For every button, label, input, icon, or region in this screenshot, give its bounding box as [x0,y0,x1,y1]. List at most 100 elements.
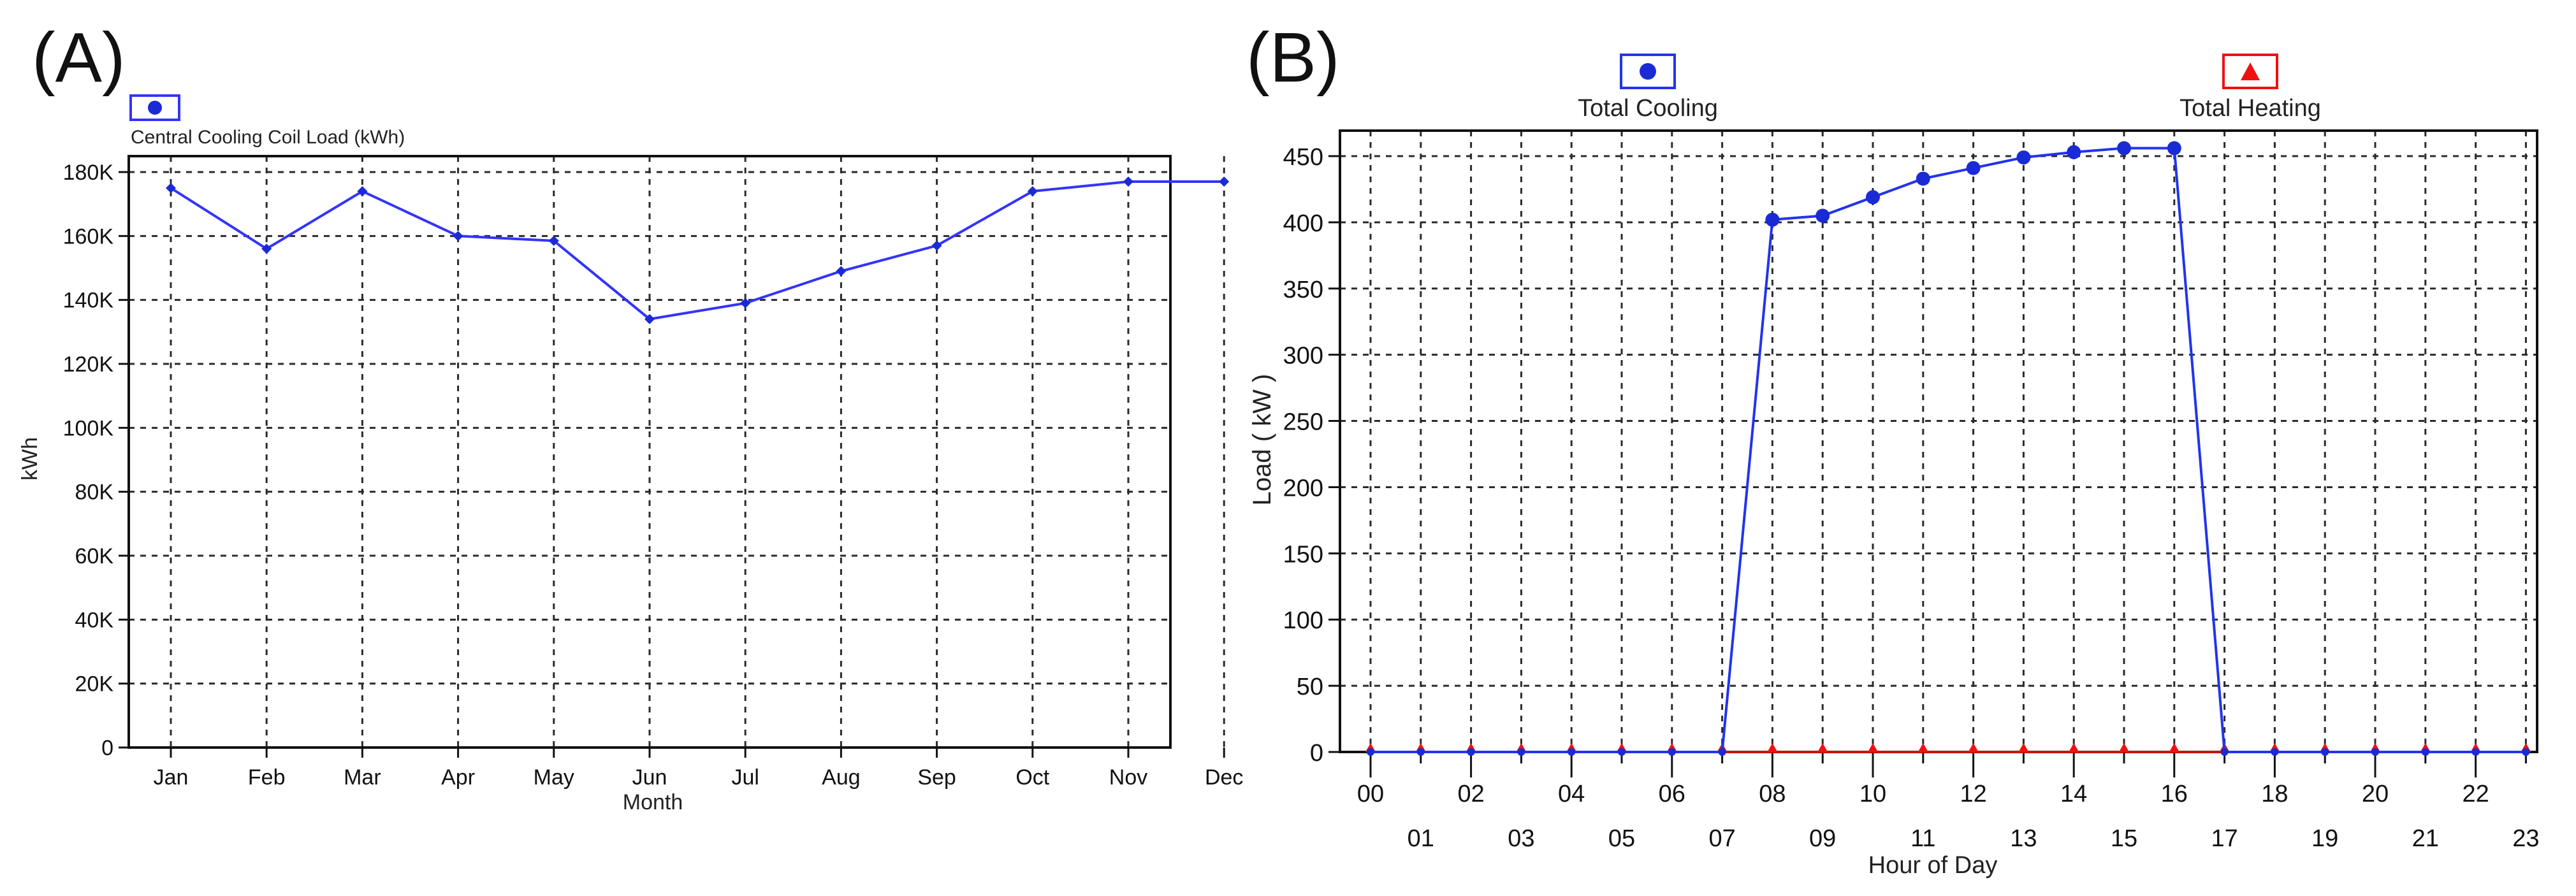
panel-b-legend-heating: Total Heating [2179,54,2321,122]
chart-b-heating-point [1767,743,1778,752]
chart-b-y-tick-label: 300 [1283,343,1323,370]
chart-b-cooling-point [2067,145,2081,159]
legend-label-total-cooling: Total Cooling [1578,95,1718,122]
chart-b-x-tick-label: 19 [2311,825,2338,852]
chart-b-cooling-point [1618,748,1626,756]
chart-a-y-tick-label: 120K [63,352,114,377]
chart-b-heating-point [1917,743,1928,752]
chart-a-plot-frame [127,155,1172,749]
chart-b-heating-point [2069,743,2079,752]
chart-b-x-tick-label: 18 [2261,781,2288,807]
chart-b-series [1365,141,2531,756]
chart-b-cooling-point [2321,748,2329,756]
chart-b-heating-point [1817,743,1828,752]
legend-swatch-cooling-coil [129,94,180,121]
chart-b-y-tick-label: 450 [1283,144,1323,171]
chart-a-grid [129,156,1225,748]
chart-b-cooling-point [1568,748,1576,756]
chart-b-y-axis-title: Load ( kW ) [1248,374,1276,506]
chart-b-cooling-point [1765,212,1780,227]
chart-a-data-point [261,243,272,254]
chart-a-x-tick-label: Nov [1109,765,1147,790]
chart-a-data-point [357,186,368,197]
panel-a: (A) Central Cooling Coil Load (kWh) 0 20K… [18,18,1243,814]
chart-b-cooling-line [1371,147,2526,753]
chart-b-x-tick-label: 14 [2060,781,2087,807]
chart-b-x-tick-label: 06 [1659,781,1685,807]
chart-b-x-tick-label: 01 [1408,825,1434,852]
chart-b-cooling-point [1966,161,1981,175]
chart-b-cooling-point [1416,748,1425,756]
chart-b-x-tick-label: 07 [1708,825,1735,852]
chart-b-x-tick-label: 02 [1457,781,1484,807]
chart-b-x-tick-label: 05 [1608,825,1635,852]
legend-marker-triangle [2241,62,2260,80]
legend-marker-circle [1640,63,1656,80]
chart-b-heating-point [1968,743,1979,752]
panel-b-label: (B) [1246,18,1340,97]
chart-b-y-tick-label: 200 [1283,475,1323,502]
chart-b-cooling-point [2471,748,2480,756]
chart-b-x-tick-label: 04 [1558,781,1585,807]
panel-a-legend: Central Cooling Coil Load (kWh) [129,94,405,148]
chart-b-cooling-point [1916,171,1930,186]
chart-a-x-tick-label: Mar [344,765,381,790]
chart-b-heating-point [1868,743,1878,752]
chart-b-x-tick-labels: 00 01 02 03 04 05 06 07 08 09 10 11 12 13 14 15 16 17 18 19… [1357,781,2540,852]
legend-label-total-heating: Total Heating [2179,95,2321,122]
panel-b-legend-cooling: Total Cooling [1578,54,1718,122]
chart-a-x-tick-label: Feb [248,765,286,790]
chart-a-y-tick-label: 160K [63,224,114,249]
chart-a-y-tick-label: 60K [75,544,114,568]
chart-b-x-tick-label: 03 [1508,825,1534,852]
chart-b-cooling-point [2167,141,2181,155]
chart-a-x-tick-label: May [534,765,574,790]
chart-a-data-point [1123,177,1133,187]
chart-a-y-tick-label: 140K [63,289,114,313]
chart-a-series [166,177,1230,324]
chart-b-cooling-point [2371,748,2379,756]
chart-a-x-tick-labels: Jan Feb Mar Apr May Jun Jul Aug Sep Oct Nov Dec [154,765,1244,790]
chart-a-x-tick-label: Jan [154,765,189,790]
chart-b-y-tick-label: 150 [1283,541,1323,568]
chart-b-plot-frame [1339,129,2538,753]
panel-a-label: (A) [32,18,126,97]
chart-a-y-tick-labels: 0 20K 40K 60K 80K 100K 120K 140K 160K 180K [63,161,114,760]
chart-a-y-axis-title: kWh [18,437,42,481]
chart-b-y-tick-label: 100 [1283,607,1323,634]
chart-b-cooling-point [1668,748,1676,756]
chart-b-x-tick-label: 22 [2462,781,2489,807]
chart-b-cooling-point [2016,150,2031,165]
chart-b-x-tick-label: 21 [2412,825,2439,852]
chart-b-heating-point [2018,743,2029,752]
chart-b-cooling-point [2421,748,2429,756]
panel-b: (B) Total Cooling Total Heating 05 01 00 15… [1246,18,2540,879]
chart-b-x-tick-label: 09 [1809,825,1836,852]
chart-a-data-point [740,298,751,308]
chart-b-cooling-point [1367,748,1374,756]
chart-a-y-tick-label: 180K [63,161,114,185]
chart-b-x-tick-label: 13 [2010,825,2037,852]
legend-label-cooling-coil: Central Cooling Coil Load (kWh) [131,127,405,148]
chart-b-x-tick-label: 15 [2111,825,2137,852]
chart-b-y-tick-labels: 0 50 100 150 200 250 300 350 400 450 [1283,144,1323,767]
chart-b-cooling-point [1517,748,1525,756]
chart-b-x-tick-label: 08 [1759,781,1786,807]
chart-b-x-tick-label: 00 [1357,781,1384,807]
chart-b-x-tick-label: 11 [1910,825,1935,852]
chart-b-y-tick-label: 400 [1283,210,1323,237]
chart-a-x-tick-label: Sep [917,765,956,790]
chart-a-series-line [170,180,1225,321]
chart-b-cooling-point [2117,141,2131,155]
chart-b-cooling-point [1866,190,1880,205]
chart-b-cooling-point [1467,748,1475,756]
chart-b-cooling-point [1816,208,1830,223]
chart-b-y-tick-label: 50 [1297,674,1323,700]
chart-a-data-point [1219,177,1230,187]
chart-a-ticks [119,171,1225,758]
chart-a-x-axis-title: Month [623,790,683,814]
chart-b-x-axis-title: Hour of Day [1868,852,1998,879]
chart-b-x-tick-label: 23 [2512,825,2539,852]
chart-b-grid [1340,131,2537,752]
